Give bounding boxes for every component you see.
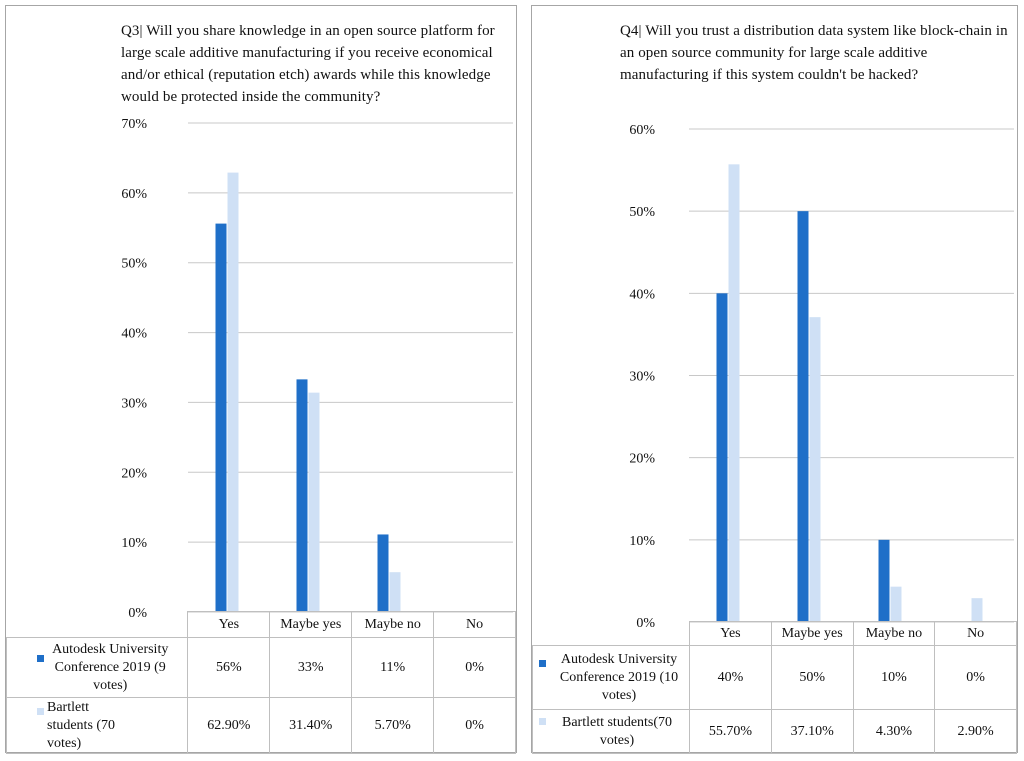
table-cell: 2.90%	[934, 709, 1017, 754]
bar-yes-series-2	[227, 172, 239, 612]
y-tick-label: 60%	[629, 123, 655, 138]
table-cell: 31.40%	[269, 697, 353, 754]
y-tick-label: 20%	[121, 466, 147, 481]
table-header-no: No	[934, 621, 1017, 646]
table-cell: 0%	[934, 645, 1017, 710]
table-header-yes: Yes	[187, 611, 271, 638]
bar-maybe-yes-series-1	[296, 379, 308, 612]
y-tick-label: 60%	[121, 187, 147, 202]
bar-yes-series-2	[728, 164, 740, 622]
table-cell: 4.30%	[852, 709, 936, 754]
table-header-no: No	[433, 611, 516, 638]
legend-swatch-autodesk	[539, 660, 546, 667]
bar-maybe-no-series-1	[377, 534, 389, 612]
legend-entry-bartlett: Bartlett students(70 votes)	[531, 709, 691, 754]
table-corner	[532, 621, 691, 646]
table-header-maybe-no: Maybe no	[852, 621, 936, 646]
table-header-yes: Yes	[689, 621, 772, 646]
legend-swatch-autodesk	[37, 655, 44, 662]
table-cell: 55.70%	[689, 709, 772, 754]
legend-label: Autodesk University Conference 2019 (10 …	[559, 651, 679, 703]
chart-panel-q3: Q3| Will you share knowledge in an open …	[5, 5, 517, 754]
table-cell: 0%	[433, 697, 516, 754]
data-table-q3: Yes Maybe yes Maybe no No Autodesk Unive…	[5, 611, 516, 754]
table-cell: 50%	[770, 645, 854, 710]
table-cell: 5.70%	[351, 697, 435, 754]
y-tick-label: 10%	[629, 534, 655, 549]
table-cell: 0%	[433, 637, 516, 698]
table-corner	[6, 611, 189, 638]
y-tick-label: 70%	[121, 117, 147, 132]
table-cell: 56%	[187, 637, 271, 698]
table-cell: 11%	[351, 637, 435, 698]
bar-maybe-no-series-2	[890, 586, 902, 622]
y-tick-label: 30%	[121, 396, 147, 411]
chart-title-q3: Q3| Will you share knowledge in an open …	[121, 23, 495, 105]
bar-yes-series-1	[716, 293, 728, 622]
bar-yes-series-1	[215, 223, 227, 612]
y-tick-label: 30%	[629, 370, 655, 385]
y-tick-label: 40%	[629, 287, 655, 302]
y-tick-label: 50%	[629, 205, 655, 220]
table-header-maybe-yes: Maybe yes	[269, 611, 353, 638]
table-cell: 33%	[269, 637, 353, 698]
legend-label: Bartlett students (70 votes)	[47, 699, 116, 751]
y-tick-label: 10%	[121, 536, 147, 551]
table-cell: 37.10%	[770, 709, 854, 754]
bar-chart-q4: 0%10%20%30%40%50%60%	[629, 123, 1014, 631]
y-tick-label: 20%	[629, 452, 655, 467]
bar-maybe-no-series-2	[389, 572, 401, 612]
legend-entry-autodesk: Autodesk University Conference 2019 (10 …	[531, 645, 691, 710]
bar-maybe-yes-series-2	[308, 392, 320, 612]
legend-label: Bartlett students(70 votes)	[562, 714, 673, 748]
bar-no-series-2	[971, 598, 983, 622]
bar-maybe-yes-series-1	[797, 211, 809, 622]
legend-swatch-bartlett	[37, 708, 44, 715]
legend-label: Autodesk University Conference 2019 (9 v…	[52, 641, 169, 693]
table-cell: 62.90%	[187, 697, 271, 754]
legend-entry-bartlett: Bartlett students (70 votes)	[5, 697, 189, 754]
legend-swatch-bartlett	[539, 718, 546, 725]
chart-title-q4: Q4| Will you trust a distribution data s…	[620, 23, 1008, 83]
bar-chart-q3: 0%10%20%30%40%50%60%70%	[121, 117, 513, 621]
bar-maybe-no-series-1	[878, 539, 890, 622]
table-header-maybe-no: Maybe no	[351, 611, 435, 638]
table-header-maybe-yes: Maybe yes	[770, 621, 854, 646]
bar-maybe-yes-series-2	[809, 317, 821, 622]
data-table-q4: Yes Maybe yes Maybe no No Autodesk Unive…	[531, 621, 1017, 754]
table-cell: 40%	[689, 645, 772, 710]
y-tick-label: 50%	[121, 257, 147, 272]
y-tick-label: 40%	[121, 327, 147, 342]
table-cell: 10%	[852, 645, 936, 710]
legend-entry-autodesk: Autodesk University Conference 2019 (9 v…	[5, 637, 189, 698]
chart-panel-q4: Q4| Will you trust a distribution data s…	[531, 5, 1018, 754]
